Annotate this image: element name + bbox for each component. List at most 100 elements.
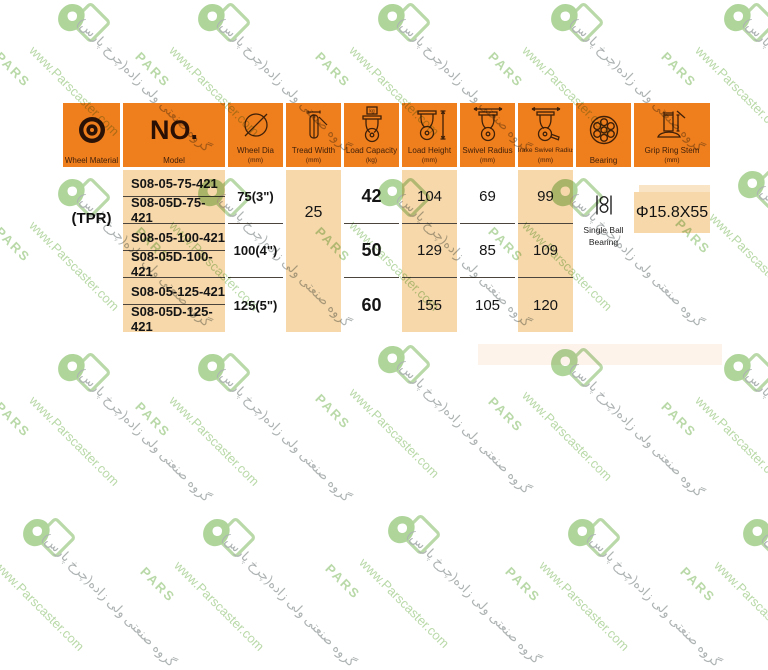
load-capacity-cell: 60 (361, 294, 382, 315)
load-capacity-cell: 50 (344, 224, 399, 278)
bearing-cell: Single Ball Bearing (576, 170, 631, 332)
header-label: Brake Swivel Radius (518, 147, 573, 154)
pars-leaf-logo-icon (203, 518, 255, 557)
svg-text:kg: kg (369, 108, 375, 114)
header-load-capacity: kg Load Capacity (kg) (344, 103, 399, 167)
header-grip-ring-stem: Grip Ring Stem (mm) (634, 103, 710, 167)
header-label: Grip Ring Stem (644, 146, 700, 155)
watermark-brand: PARS (658, 49, 700, 91)
header-label: Swivel Radius (462, 146, 513, 155)
pars-leaf-logo-icon (388, 515, 440, 554)
tread-width-icon (286, 103, 341, 146)
grip-stem-value-box: Φ15.8X55 (634, 192, 710, 233)
watermark-brand: PARS (658, 399, 700, 441)
load-capacity-cell: 42 (344, 170, 399, 224)
pars-leaf-logo-icon (58, 3, 110, 42)
wheel-dia-cell: 75(3") (228, 170, 283, 224)
model-cell: S08-05-100-421 (123, 224, 225, 251)
watermark-url: www.Parscaster.com (536, 558, 633, 654)
grip-ring-stem-cell: Φ15.8X55 (634, 170, 710, 332)
watermark-persian: گروه صنعتی ولی زاده(چرخ پارس) (404, 527, 545, 667)
header-label: Tread Width (291, 146, 336, 155)
header-unit: (mm) (479, 157, 496, 164)
watermark-persian: گروه صنعتی ولی زاده(چرخ پارس) (754, 182, 768, 322)
model-cell: S08-05D-100-421 (123, 249, 225, 279)
single-ball-bearing-icon (592, 192, 616, 223)
watermark-persian: گروه صنعتی ولی زاده(چرخ پارس) (214, 365, 355, 505)
header-label: Load Height (407, 146, 452, 155)
pars-leaf-logo-icon (198, 353, 250, 392)
header-label: Wheel Dia (237, 146, 274, 155)
model-cell: S08-05D-125-421 (123, 304, 225, 334)
bearing-label-line2: Bearing (588, 237, 619, 247)
watermark-url: www.Parscaster.com (519, 388, 616, 484)
watermark-url: www.Parscaster.com (356, 555, 453, 651)
brake-swivel-radius-cell: 109 (518, 224, 573, 278)
wheel-dia-icon (228, 103, 283, 146)
watermark-brand: PARS (677, 564, 719, 606)
watermark-brand: PARS (0, 399, 34, 441)
pars-leaf-logo-icon (738, 170, 768, 209)
pars-leaf-logo-icon (378, 3, 430, 42)
header-wheel-material: Wheel Material (63, 103, 120, 167)
watermark-brand: PARS (0, 49, 34, 91)
header-tread-width: Tread Width (mm) (286, 103, 341, 167)
header-model: NO. Model (123, 103, 225, 167)
wheel-dia-cell: 125(5") (233, 297, 278, 313)
table-header-row: Wheel Material NO. Model Wheel Dia (mm) (63, 103, 710, 167)
header-unit: (mm) (305, 157, 322, 164)
header-load-height: Load Height (mm) (402, 103, 457, 167)
watermark-url: www.Parscaster.com (346, 385, 443, 481)
load-height-icon (402, 103, 457, 146)
header-unit: (mm) (247, 157, 264, 164)
watermark-brand: PARS (132, 49, 174, 91)
header-unit: (kg) (365, 157, 378, 164)
pars-leaf-logo-icon (743, 518, 768, 557)
brake-swivel-radius-cell: 120 (518, 278, 573, 332)
brake-swivel-radius-cell: 99 (518, 170, 573, 224)
header-brake-swivel-radius: Brake Swivel Radius (mm) (518, 103, 573, 167)
load-height-cell: 129 (402, 224, 457, 278)
model-cell: S08-05-125-421 (123, 278, 225, 305)
watermark-brand: PARS (0, 224, 34, 266)
watermark-persian: گروه صنعتی ولی زاده(چرخ پارس) (394, 357, 535, 497)
watermark-url: www.Parscaster.com (166, 393, 263, 489)
header-label: Bearing (589, 156, 618, 165)
watermark-persian: گروه صنعتی ولی زاده(چرخ پارس) (74, 365, 215, 505)
load-capacity-icon: kg (344, 103, 399, 146)
header-unit: (mm) (537, 157, 554, 164)
header-label: Wheel Material (64, 156, 119, 165)
pars-leaf-logo-icon (378, 345, 430, 384)
load-height-cell: 155 (402, 278, 457, 332)
brake-swivel-radius-icon (518, 103, 573, 146)
watermark-url: www.Parscaster.com (692, 393, 768, 489)
caster-spec-table: Wheel Material NO. Model Wheel Dia (mm) (63, 103, 710, 334)
watermark-url: www.Parscaster.com (26, 393, 123, 489)
swivel-radius-cell: 69 (460, 170, 515, 224)
watermark-persian: گروه صنعتی ولی زاده(چرخ پارس) (759, 530, 768, 670)
faded-band (478, 344, 722, 365)
wheel-material-cell: (TPR) (71, 210, 112, 227)
watermark-url: www.Parscaster.com (706, 210, 768, 306)
watermark-brand: PARS (132, 399, 174, 441)
watermark-brand: PARS (322, 561, 364, 603)
watermark-brand: PARS (485, 394, 527, 436)
header-label: Load Capacity (345, 146, 398, 155)
swivel-radius-cell: 105 (474, 296, 501, 314)
no-title: NO. (149, 114, 198, 145)
swivel-radius-icon (460, 103, 515, 146)
header-bearing: Bearing (576, 103, 631, 167)
bearing-icon (576, 103, 631, 156)
swivel-radius-cell: 85 (460, 224, 515, 278)
watermark-persian: گروه صنعتی ولی زاده(چرخ پارس) (567, 360, 708, 500)
watermark-brand: PARS (312, 49, 354, 91)
watermark-persian: گروه صنعتی ولی زاده(چرخ پارس) (584, 530, 725, 670)
pars-leaf-logo-icon (551, 3, 603, 42)
header-unit: (mm) (421, 157, 438, 164)
watermark-brand: PARS (137, 564, 179, 606)
pars-leaf-logo-icon (198, 3, 250, 42)
header-unit: (mm) (664, 157, 680, 164)
watermark-url: www.Parscaster.com (0, 558, 88, 654)
tread-width-cell: 25 (286, 170, 341, 332)
wheel-dia-cell: 100(4") (228, 224, 283, 278)
